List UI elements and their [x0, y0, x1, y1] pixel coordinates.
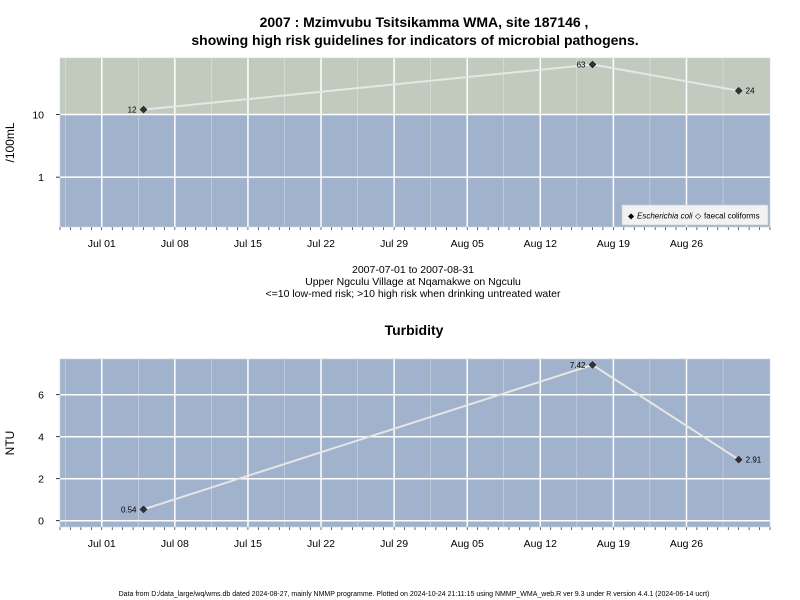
subtitle-date-range: 2007-07-01 to 2007-08-31	[352, 264, 474, 276]
panel2-frame	[59, 358, 771, 528]
panel2-y-tick-label: 2	[38, 474, 44, 486]
panel2-x-tick-label: Jul 15	[234, 538, 262, 550]
panel1-legend-label: Escherichia coli	[637, 212, 693, 221]
panel2-data-label: 7.42	[570, 361, 586, 370]
panel2-x-tick-label: Aug 12	[524, 538, 557, 550]
panel2-title: Turbidity	[385, 322, 444, 338]
panel2-x-tick-label: Jul 08	[161, 538, 189, 550]
panel2-x-tick-label: Jul 29	[380, 538, 408, 550]
chart-panels: Jul 01 Jul 08 Jul 15 Jul 22 Jul 29 Aug 05 Aug …	[3, 57, 771, 550]
panel2-x-tick-label: Aug 05	[451, 538, 484, 550]
panel1-x-tick-label: Jul 15	[234, 238, 262, 250]
panel1-y-tick-label: 1	[38, 172, 44, 184]
panel1-x-tick-label: Aug 19	[597, 238, 630, 250]
panel2-x-tick-label: Jul 22	[307, 538, 335, 550]
panel1-x-tick-label: Jul 01	[88, 238, 116, 250]
panel2-y-axis-label: NTU	[3, 431, 17, 456]
panel1-data-point	[734, 86, 743, 95]
panel1-x-tick-label: Aug 12	[524, 238, 557, 250]
subtitle-site: Upper Ngculu Village at Nqamakwe on Ngcu…	[305, 276, 521, 288]
panel1-data-point	[139, 105, 148, 114]
panel2-data-label: 2.91	[746, 456, 762, 465]
panel1-x-tick-label: Aug 26	[670, 238, 703, 250]
panel1-legend-label: faecal coliforms	[704, 212, 760, 221]
panel1-x-tick-label: Jul 29	[380, 238, 408, 250]
panel2-x-tick-label: Aug 26	[670, 538, 703, 550]
chart-title-line2: showing high risk guidelines for indicat…	[191, 32, 638, 48]
panel1-y-tick-label: 10	[32, 110, 44, 122]
panel1-x-tick-label: Jul 08	[161, 238, 189, 250]
panel1-data-label: 12	[128, 106, 137, 115]
footer-note: Data from D:/data_large/wq/wms.db dated …	[119, 591, 710, 598]
panel2-data-label: 0.54	[121, 505, 137, 514]
panel1-x-tick-label: Aug 05	[451, 238, 484, 250]
panel1-data-point	[588, 60, 597, 69]
panel2-data-point	[734, 455, 743, 464]
panel2-data-point	[588, 361, 597, 369]
panel2-x-tick-label: Jul 01	[88, 538, 116, 550]
panel1-data-label: 63	[577, 60, 586, 69]
chart-title-line1: 2007 : Mzimvubu Tsitsikamma WMA, site 18…	[260, 14, 589, 30]
panel2-x-tick-label: Aug 19	[597, 538, 630, 550]
panel1-frame	[59, 57, 771, 228]
panel1-legend-symbol: ◆	[628, 212, 635, 221]
subtitle-risk-note: <=10 low-med risk; >10 high risk when dr…	[265, 288, 561, 300]
panel1-y-axis-label: /100mL	[3, 122, 17, 162]
panel1-data-label: 24	[746, 87, 755, 96]
panel2-y-tick-label: 4	[38, 432, 44, 444]
panel2-data-point	[139, 505, 148, 514]
panel1-high-risk-band	[60, 58, 770, 115]
panel1-x-tick-label: Jul 22	[307, 238, 335, 250]
panel2-y-tick-label: 6	[38, 390, 44, 402]
panel2-y-tick-label: 0	[38, 516, 44, 528]
panel1-legend-box	[621, 204, 769, 226]
panel1-legend-symbol: ◇	[695, 212, 702, 221]
